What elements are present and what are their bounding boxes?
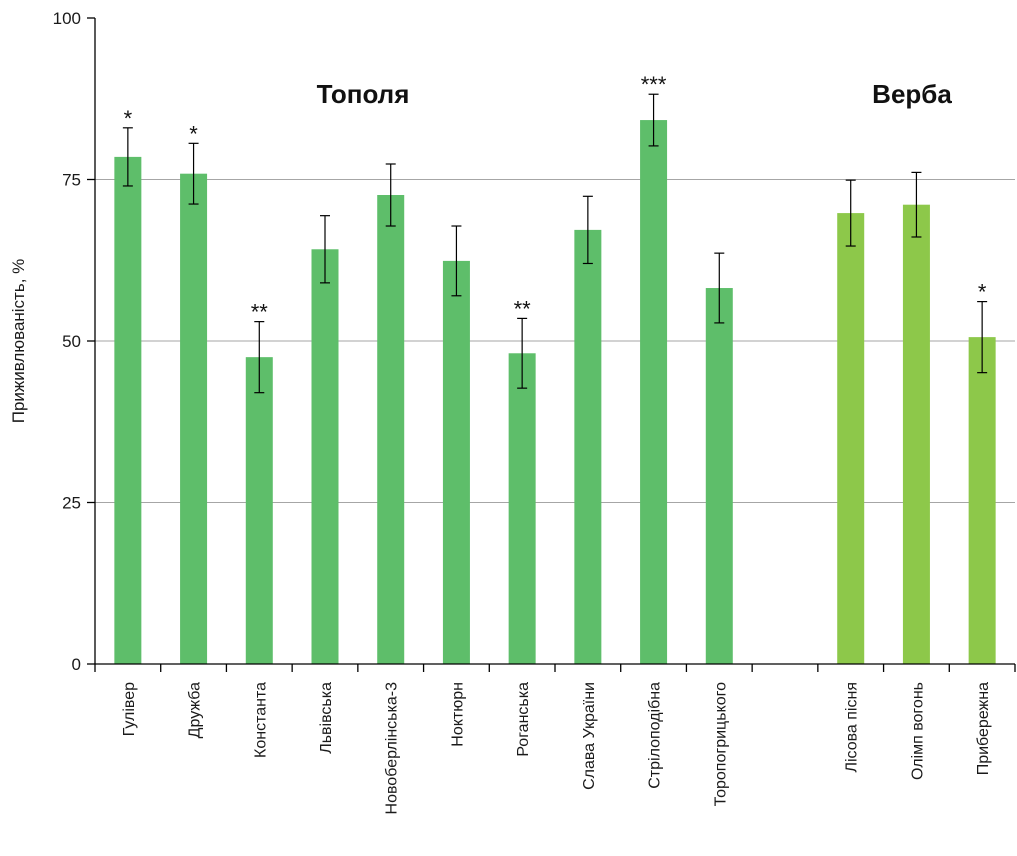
significance-label: ** — [251, 300, 269, 325]
category-label: Львівська — [318, 682, 335, 754]
bar — [640, 120, 668, 665]
y-tick-label: 50 — [62, 332, 81, 351]
significance-label: *** — [641, 72, 667, 97]
category-label: Торопогрицького — [712, 682, 729, 807]
labels: 0 25 50 75 100 * Гулівер * Дружба ** Константа Льві… — [53, 9, 993, 814]
group-label-verba: Верба — [872, 79, 952, 109]
bar — [902, 204, 930, 664]
category-label: Роганська — [515, 682, 532, 757]
y-tick-label: 100 — [53, 9, 81, 28]
significance-label: * — [189, 121, 198, 146]
significance-label: * — [978, 280, 987, 305]
bar — [377, 195, 405, 664]
category-label: Гулівер — [121, 682, 138, 736]
axes — [87, 17, 1016, 672]
group-label-topolia: Тополя — [317, 79, 410, 109]
category-label: Новоберлінська-3 — [384, 682, 401, 815]
category-label: Стрілоподібна — [647, 682, 664, 789]
category-label: Лісова пісня — [844, 682, 861, 773]
bar — [705, 288, 733, 664]
y-tick-label: 0 — [72, 655, 81, 674]
significance-label: * — [124, 106, 133, 131]
significance-label: ** — [514, 296, 532, 321]
bar — [574, 229, 602, 664]
bar — [311, 249, 339, 664]
bar — [508, 353, 536, 664]
bar — [837, 213, 865, 665]
category-label: Прибережна — [975, 682, 992, 775]
bar — [114, 156, 142, 664]
bars — [114, 120, 996, 665]
category-label: Олімп вогонь — [909, 682, 926, 780]
y-tick-label: 75 — [62, 171, 81, 190]
category-label: Слава України — [581, 682, 598, 790]
bar — [968, 337, 996, 664]
category-label: Ноктюрн — [449, 682, 466, 747]
gridlines — [95, 179, 1015, 503]
y-tick-label: 25 — [62, 494, 81, 513]
error-bars — [122, 93, 988, 394]
bar — [180, 173, 208, 664]
category-label: Дружба — [187, 682, 204, 738]
category-label: Константа — [252, 682, 269, 758]
bar — [245, 357, 273, 664]
y-axis-label: Приживлюваність, % — [9, 259, 28, 424]
bar — [442, 260, 470, 664]
